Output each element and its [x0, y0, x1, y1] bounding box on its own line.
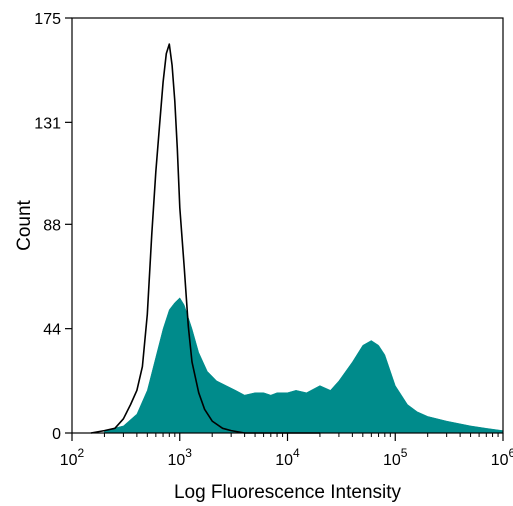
y-axis-title: Count [14, 199, 35, 250]
filled-histogram-series [104, 297, 504, 434]
x-tick-label: 102 [60, 446, 85, 469]
x-axis-title: Log Fluorescence Intensity [174, 482, 402, 503]
plot-area [90, 43, 504, 434]
x-tick-label: 106 [491, 446, 513, 469]
y-tick-label: 0 [52, 426, 61, 443]
outline-histogram-series [90, 43, 320, 434]
y-tick-label: 175 [34, 11, 61, 28]
y-tick-label: 131 [34, 115, 61, 132]
x-tick-label: 103 [168, 446, 193, 469]
x-tick-label: 105 [383, 446, 408, 469]
axes: 0 44 88 131 175 102 103 104 105 106 [34, 11, 513, 469]
plot-frame [71, 17, 504, 434]
x-tick-label: 104 [275, 446, 300, 469]
y-tick-label: 44 [43, 322, 61, 339]
y-tick-label: 88 [43, 217, 61, 234]
